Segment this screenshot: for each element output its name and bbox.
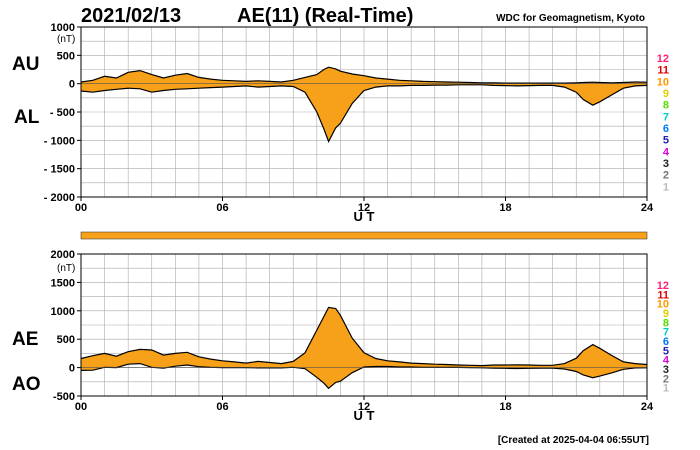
au-al-series-al — [80, 84, 648, 143]
station-coverage-bar — [80, 231, 648, 240]
au-al-y-tick-label: 500 — [57, 50, 75, 62]
au-al-x-ticks: 00 06 12 18 24 — [75, 197, 654, 214]
ao-label: AO — [12, 374, 41, 395]
ae-ao-grid — [81, 254, 647, 396]
ae-ao-y-tick-label: 2000 — [51, 249, 75, 261]
au-al-station-number: 10 — [657, 76, 669, 88]
au-al-series-au — [80, 66, 648, 84]
au-al-station-number: 4 — [663, 146, 670, 158]
ae-ao-y-tick-label: 0 — [69, 363, 75, 375]
ae-ao-y-tick-label: 1000 — [51, 306, 75, 318]
ae-ao-unit: (nT) — [57, 263, 75, 274]
au-al-area — [81, 67, 647, 142]
ae-ao-station-number: 2 — [663, 373, 669, 385]
au-al-y-tick-label: - 500 — [50, 107, 75, 119]
ae-ao-station-number: 4 — [663, 355, 670, 367]
au-al-y-tick-label: - 1000 — [44, 135, 75, 147]
au-al-station-number: 5 — [663, 135, 669, 147]
ae-ao-station-number: 12 — [657, 280, 669, 292]
au-al-y-tick-label: - 1500 — [44, 164, 75, 176]
au-al-station-number: 3 — [663, 158, 669, 170]
ae-ao-station-number: 5 — [663, 345, 669, 357]
ae-ao-station-number: 11 — [657, 289, 669, 301]
au-al-y-tick-label: 1000 — [51, 22, 75, 34]
au-al-x-tick-label: 00 — [75, 202, 87, 214]
ae-ao-station-number: 6 — [663, 336, 669, 348]
au-al-y-ticks: 1000 500 0 - 500 - 1000 - 1500 - 2000 — [44, 22, 81, 204]
chart-title: AE(11) (Real-Time) — [237, 5, 413, 27]
au-al-y-tick-label: 0 — [69, 79, 75, 91]
au-al-station-number: 2 — [663, 170, 669, 182]
ae-ao-station-number: 7 — [663, 327, 669, 339]
ae-ao-x-tick-label: 12 — [358, 401, 370, 413]
au-al-x-tick-label: 18 — [499, 202, 511, 214]
au-al-station-number: 11 — [657, 65, 669, 77]
au-al-station-number: 1 — [663, 181, 669, 193]
au-al-unit: (nT) — [57, 34, 75, 45]
ae-ao-x-axis-title: U T — [354, 408, 375, 423]
ae-label: AE — [12, 329, 38, 350]
au-label: AU — [12, 54, 39, 75]
ae-ao-y-ticks: 2000 1500 1000 500 0 -500 — [51, 249, 81, 403]
ae-ao-station-number: 1 — [663, 383, 669, 395]
ae-ao-x-tick-label: 06 — [216, 401, 228, 413]
al-label: AL — [14, 107, 40, 128]
au-al-x-tick-label: 06 — [216, 202, 228, 214]
au-al-station-number: 9 — [663, 88, 669, 100]
ae-ao-station-number: 3 — [663, 364, 669, 376]
ae-ao-y-tick-label: 1500 — [51, 277, 75, 289]
ae-ao-station-number: 9 — [663, 308, 669, 320]
ae-ao-station-number: 8 — [663, 317, 669, 329]
ae-ao-y-tick-label: -500 — [53, 391, 75, 403]
au-al-station-number: 7 — [663, 111, 669, 123]
au-al-x-tick-label: 12 — [358, 202, 370, 214]
ae-ao-series-ao — [80, 362, 648, 390]
au-al-grid — [81, 27, 647, 197]
ae-ao-x-tick-label: 00 — [75, 401, 87, 413]
created-timestamp: [Created at 2025-04-04 06:55UT] — [498, 435, 649, 446]
ae-ao-x-tick-label: 24 — [641, 401, 654, 413]
ae-ao-station-number: 10 — [657, 299, 669, 311]
ae-ao-y-tick-label: 500 — [57, 334, 75, 346]
au-al-station-number: 8 — [663, 100, 669, 112]
au-al-x-tick-label: 24 — [641, 202, 654, 214]
au-al-x-axis-title: U T — [354, 209, 375, 224]
date-title: 2021/02/13 — [81, 5, 181, 27]
au-al-y-tick-label: - 2000 — [44, 192, 75, 204]
ae-ao-plot — [80, 306, 648, 390]
ae-ao-x-ticks: 00 06 12 18 24 — [75, 396, 654, 413]
ae-ao-x-tick-label: 18 — [499, 401, 511, 413]
credit-text: WDC for Geomagnetism, Kyoto — [496, 13, 645, 24]
au-al-plot — [80, 66, 648, 143]
au-al-station-number: 12 — [657, 53, 669, 65]
au-al-station-number: 6 — [663, 123, 669, 135]
ae-ao-series-ae — [80, 306, 648, 367]
